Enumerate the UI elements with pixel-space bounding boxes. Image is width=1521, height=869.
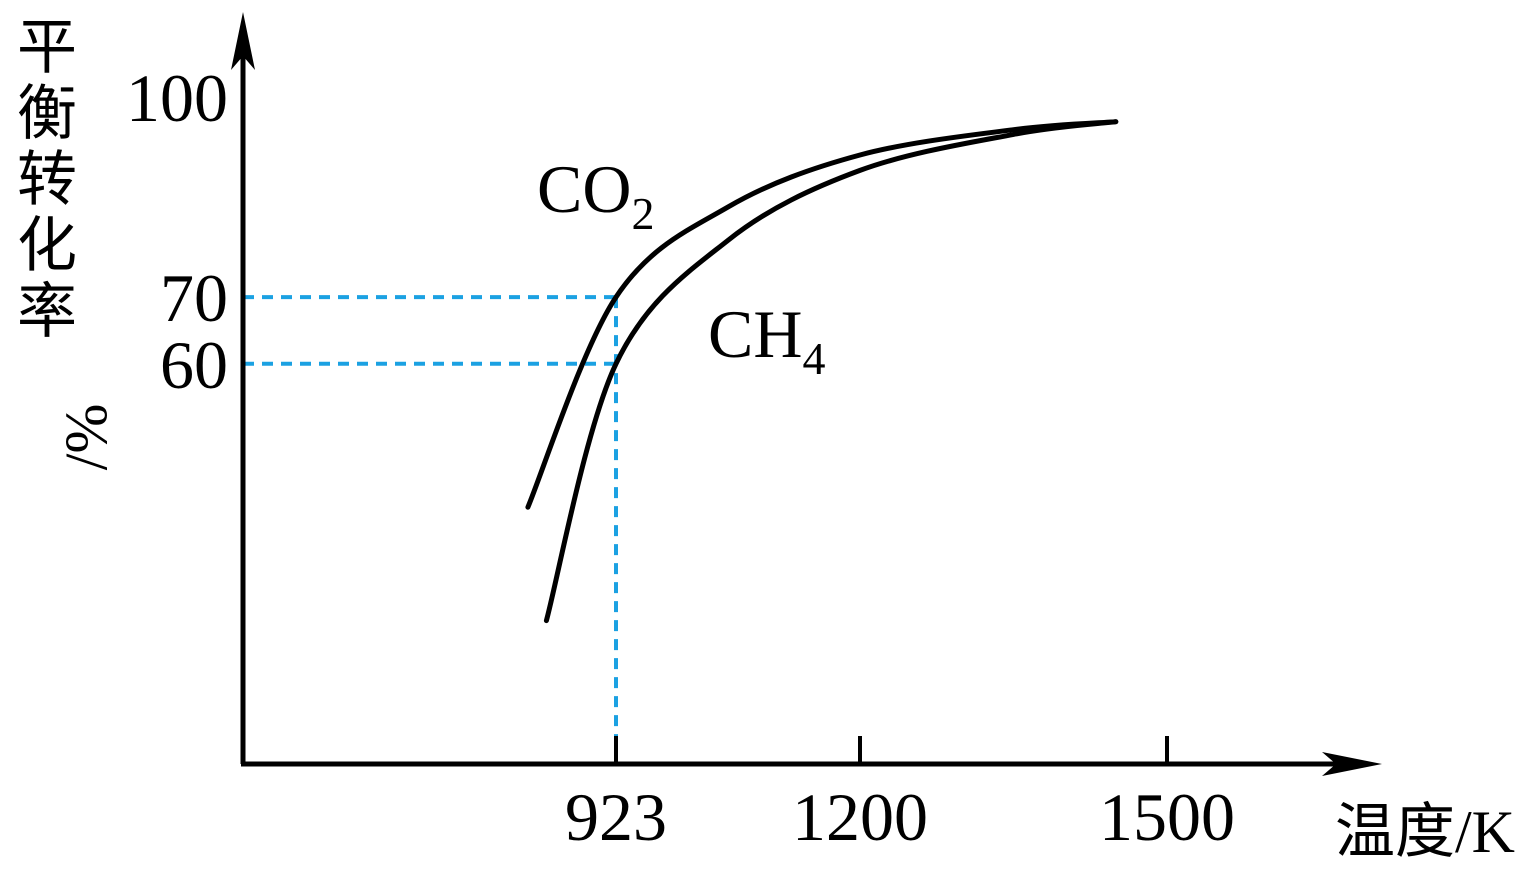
y-tick-label: 70 xyxy=(160,260,228,336)
x-axis-arrow xyxy=(1322,752,1382,776)
reference-lines xyxy=(243,295,618,764)
y-axis-title-char: 平 xyxy=(17,15,77,81)
y-tick-label: 60 xyxy=(160,327,228,403)
y-axis-title-char: 率 xyxy=(17,279,77,345)
axes xyxy=(231,12,1382,776)
y-axis-title-char: 转 xyxy=(17,147,77,213)
y-axis-title: 平 衡 转 化 率 %/ xyxy=(17,15,120,471)
series-line-0 xyxy=(525,119,1119,510)
x-tick-labels: 923 1200 1500 xyxy=(565,779,1235,855)
x-tick-label: 1200 xyxy=(792,779,928,855)
y-axis-title-char: 化 xyxy=(17,213,77,279)
y-axis-arrow xyxy=(231,12,255,70)
x-ticks xyxy=(614,736,1169,764)
series-lines xyxy=(525,119,1119,624)
series-label-ch4: CH4 xyxy=(708,296,825,384)
series-line-1 xyxy=(543,119,1119,624)
series-label-co2: CO2 xyxy=(537,151,654,239)
x-axis-title: 温度/K xyxy=(1335,799,1515,865)
y-axis-title-unit: %/ xyxy=(54,404,120,471)
y-axis-title-char: 衡 xyxy=(17,81,77,147)
y-tick-label: 100 xyxy=(126,60,228,136)
x-tick-label: 923 xyxy=(565,779,667,855)
x-tick-label: 1500 xyxy=(1099,779,1235,855)
